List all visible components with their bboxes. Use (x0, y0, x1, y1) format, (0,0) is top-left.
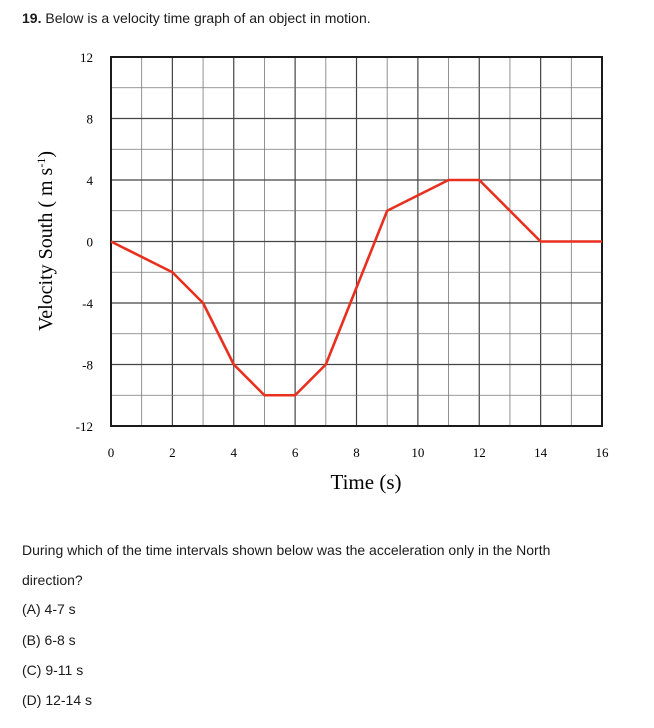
question-text: Below is a velocity time graph of an obj… (45, 10, 371, 26)
y-tick-label: -8 (82, 358, 93, 373)
x-tick-label: 10 (411, 445, 424, 460)
y-tick-label: 4 (87, 173, 94, 188)
velocity-line (110, 178, 602, 397)
option-a: (A) 4-7 s (22, 601, 76, 617)
x-axis-label: Time (s) (331, 470, 402, 494)
x-tick-label: 16 (596, 445, 610, 460)
y-tick-label: -12 (76, 419, 93, 434)
y-tick-label: 12 (80, 50, 93, 65)
velocity-time-chart: 0 2 4 6 8 10 12 14 16 12 8 4 0 -4 -8 -12 Time (s) Veloc… (34, 50, 609, 494)
y-tick-label: 0 (87, 235, 94, 250)
question-prompt-line-2: direction? (22, 572, 83, 588)
x-tick-label: 12 (473, 445, 486, 460)
chart-grid (111, 57, 602, 426)
x-tick-label: 2 (169, 445, 176, 460)
x-tick-label: 6 (292, 445, 299, 460)
axis-ticks: 0 2 4 6 8 10 12 14 16 12 8 4 0 -4 -8 -12 (76, 50, 609, 460)
x-tick-label: 0 (108, 445, 115, 460)
option-b: (B) 6-8 s (22, 632, 76, 648)
x-tick-label: 8 (353, 445, 360, 460)
question-prompt-line-1: During which of the time intervals shown… (22, 542, 551, 558)
y-tick-label: -4 (82, 296, 93, 311)
question-number: 19. (22, 10, 42, 26)
question-header: 19. Below is a velocity time graph of an… (22, 10, 371, 26)
x-tick-label: 14 (534, 445, 548, 460)
y-tick-label: 8 (87, 112, 94, 127)
x-tick-label: 4 (231, 445, 238, 460)
option-d: (D) 12-14 s (22, 692, 93, 708)
option-c: (C) 9-11 s (22, 662, 84, 678)
y-axis-label: Velocity South ( m s-1) (34, 151, 57, 331)
